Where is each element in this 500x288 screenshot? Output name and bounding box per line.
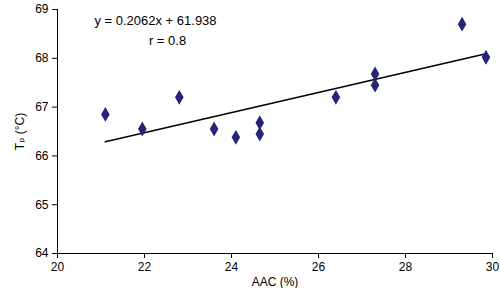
svg-text:r = 0.8: r = 0.8 [149,33,186,48]
svg-text:26: 26 [312,260,326,274]
svg-text:28: 28 [399,260,413,274]
svg-text:30: 30 [486,260,500,274]
svg-text:64: 64 [35,246,49,260]
svg-text:68: 68 [35,51,49,65]
svg-text:Tₚ (°C): Tₚ (°C) [13,113,27,150]
svg-text:65: 65 [35,198,49,212]
svg-text:66: 66 [35,149,49,163]
svg-text:AAC (%): AAC (%) [252,275,299,288]
svg-text:y = 0.2062x + 61.938: y = 0.2062x + 61.938 [94,13,216,28]
svg-text:67: 67 [35,100,49,114]
svg-text:24: 24 [225,260,239,274]
svg-text:69: 69 [35,2,49,16]
svg-text:20: 20 [51,260,65,274]
svg-text:22: 22 [138,260,152,274]
